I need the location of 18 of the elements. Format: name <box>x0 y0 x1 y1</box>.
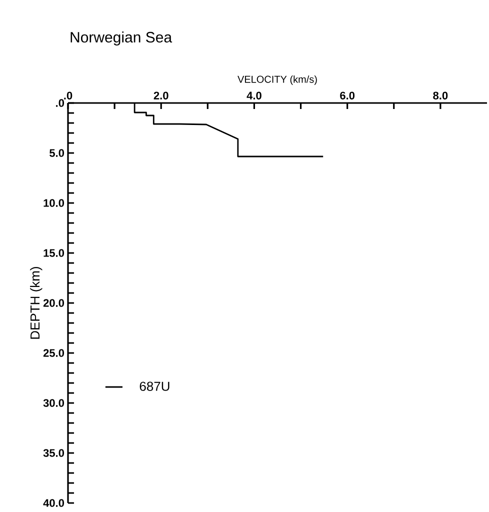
x-tick-label: 8.0 <box>433 92 448 100</box>
y-tick-label: 40.0 <box>43 499 64 507</box>
y-tick-label: 35.0 <box>43 449 64 457</box>
y-tick-label: .0 <box>56 99 64 107</box>
y-tick-label: 10.0 <box>44 199 64 207</box>
y-tick-label: 20.0 <box>43 299 64 307</box>
x-tick-label: 6.0 <box>340 92 355 100</box>
x-tick-label: 4.0 <box>246 92 262 100</box>
chart-title: Norwegian Sea <box>70 32 172 46</box>
y-axis-title: DEPTH (km) <box>30 266 42 339</box>
y-tick-label: 30.0 <box>43 399 64 407</box>
x-tick-label: .0 <box>64 92 72 100</box>
legend-label: 687U <box>140 382 170 391</box>
y-tick-label: 25.0 <box>43 349 64 357</box>
x-axis-title: VELOCITY (km/s) <box>238 76 317 85</box>
y-tick-label: 5.0 <box>50 149 64 157</box>
y-tick-label: 15.0 <box>44 249 64 257</box>
x-tick-label: 2.0 <box>154 92 168 100</box>
